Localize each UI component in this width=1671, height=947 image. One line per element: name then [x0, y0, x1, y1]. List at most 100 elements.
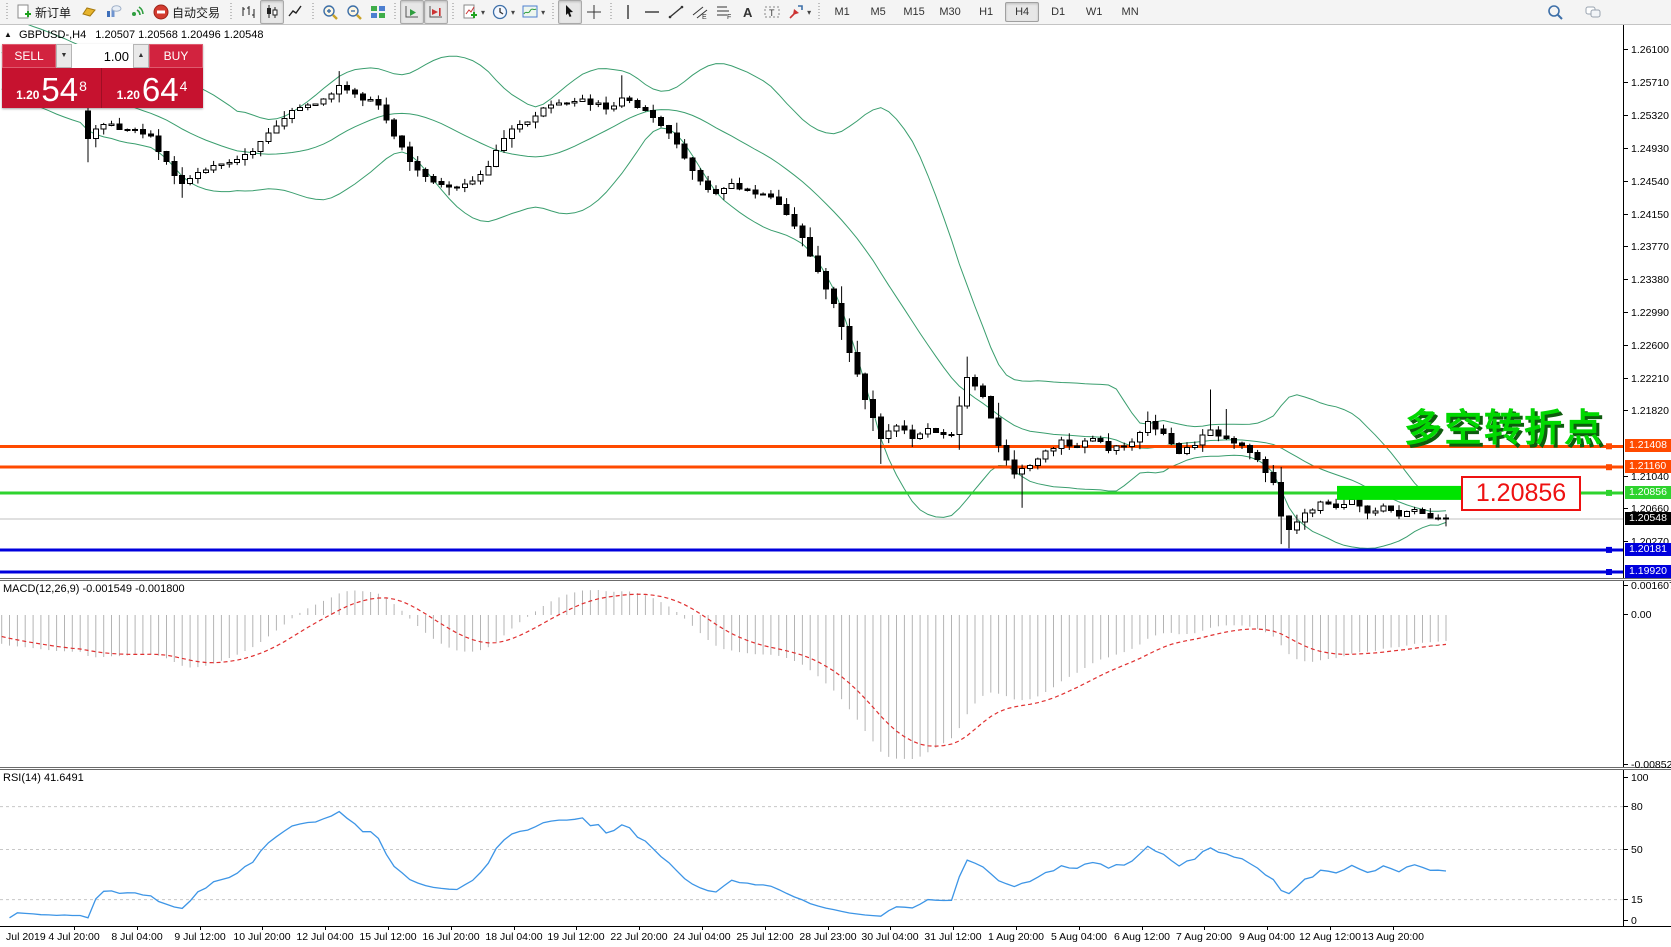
chevron-down-icon[interactable]: ▾	[511, 7, 516, 17]
ohlc-values: 1.20507 1.20568 1.20496 1.20548	[95, 29, 264, 41]
date-tick	[325, 927, 326, 930]
templates-button[interactable]: ▾	[518, 0, 548, 24]
chart-upload-button[interactable]	[101, 0, 125, 24]
date-label: 15 Jul 12:00	[359, 931, 417, 943]
line-chart-icon	[288, 5, 302, 17]
price-axis-label: 1.21820	[1624, 405, 1671, 417]
zoom-in-icon	[323, 5, 338, 20]
panel-splitter[interactable]	[0, 767, 1671, 770]
panel-splitter[interactable]	[0, 578, 1671, 581]
one-click-trading-panel: SELL ▼ ▲ BUY 1.20 54 8 1.20 64 4	[2, 44, 203, 108]
search-icon	[1548, 5, 1563, 20]
date-label: 28 Jul 23:00	[799, 931, 857, 943]
arrows-icon	[789, 5, 803, 19]
horizontal-line-button[interactable]	[640, 0, 664, 24]
toolbar-grip[interactable]	[5, 3, 9, 21]
timeframe-D1-button[interactable]: D1	[1051, 6, 1066, 18]
macd-plot	[0, 581, 1623, 767]
crosshair-button[interactable]	[582, 0, 606, 24]
date-label: 19 Jul 12:00	[547, 931, 605, 943]
auto-scroll-icon	[405, 6, 419, 18]
buy-price-prefix: 1.20	[116, 88, 140, 102]
tile-windows-icon	[371, 6, 386, 18]
text-button[interactable]: A	[736, 0, 760, 24]
date-label: 16 Jul 20:00	[422, 931, 480, 943]
text-label-button[interactable]: T	[760, 0, 784, 24]
trendline-button[interactable]	[664, 0, 688, 24]
cursor-button[interactable]	[558, 0, 583, 24]
hline-handle[interactable]	[1606, 569, 1612, 575]
quotes-button[interactable]	[77, 0, 101, 24]
macd-axis: 0.001607 0.00 -0.008522	[1623, 580, 1671, 771]
text-label-icon: T	[764, 6, 780, 18]
toolbar-grip[interactable]	[817, 3, 822, 21]
toolbar-grip[interactable]	[393, 3, 398, 21]
templates-icon	[522, 5, 538, 18]
hline-handle[interactable]	[1606, 546, 1612, 553]
signals-button[interactable]	[125, 0, 149, 24]
tile-windows-button[interactable]	[366, 0, 390, 24]
date-label: Jul 2019	[6, 931, 46, 943]
hline-handle[interactable]	[1606, 489, 1612, 496]
highlight-rectangle[interactable]	[1337, 485, 1463, 500]
new-order-button[interactable]: 新订单	[12, 0, 77, 24]
toolbar-grip[interactable]	[451, 3, 456, 21]
volume-up-button[interactable]: ▲	[133, 44, 149, 68]
date-label: 12 Jul 04:00	[296, 931, 354, 943]
buy-button[interactable]: BUY	[149, 44, 203, 68]
search-button[interactable]	[1543, 0, 1567, 24]
hline-handle[interactable]	[1606, 464, 1612, 471]
periods-button[interactable]: ▾	[488, 0, 518, 24]
chart-annotation-text[interactable]: 多空转折点	[1404, 408, 1605, 450]
timeframe-M15-button[interactable]: M15	[903, 6, 925, 18]
price-callout-box[interactable]: 1.20856	[1461, 476, 1581, 511]
buy-price[interactable]: 1.20 64 4	[102, 68, 202, 108]
volume-input[interactable]	[72, 44, 133, 68]
channel-button[interactable]: E	[688, 0, 712, 24]
volume-down-button[interactable]: ▼	[56, 44, 72, 68]
current-price-badge: 1.20548	[1625, 512, 1671, 525]
toolbar-grip[interactable]	[311, 3, 316, 21]
toolbar-grip[interactable]	[609, 3, 614, 21]
hline-handle[interactable]	[1606, 443, 1612, 450]
indicators-button[interactable]: ▾	[458, 0, 488, 24]
chart-shift-button[interactable]	[424, 0, 449, 24]
macd-histogram	[1, 590, 1447, 759]
macd-axis-label: 0.00	[1624, 609, 1671, 621]
timeframe-H4-button[interactable]: H4	[1005, 2, 1040, 22]
price-axis-label: 1.24930	[1624, 143, 1671, 155]
fibonacci-button[interactable]: F	[712, 0, 736, 24]
rsi-axis-label: 100	[1624, 772, 1671, 784]
vertical-line-button[interactable]	[616, 0, 640, 24]
date-label: 7 Aug 20:00	[1175, 931, 1233, 943]
sell-price[interactable]: 1.20 54 8	[2, 68, 102, 108]
price-badge: 1.19920	[1625, 565, 1671, 578]
zoom-in-button[interactable]	[318, 0, 342, 24]
timeframe-M1-button[interactable]: M1	[834, 6, 850, 18]
macd-panel: MACD(12,26,9) -0.001549 -0.001800 0.0016…	[0, 580, 1671, 771]
rsi-axis-label: 15	[1624, 894, 1671, 906]
zoom-out-button[interactable]	[342, 0, 366, 24]
chat-button[interactable]	[1581, 0, 1605, 24]
timeframe-H1-button[interactable]: H1	[979, 6, 994, 18]
chevron-down-icon[interactable]: ▾	[481, 7, 486, 17]
bar-chart-button[interactable]	[236, 0, 260, 24]
timeframe-M30-button[interactable]: M30	[939, 6, 961, 18]
timeframe-MN-button[interactable]: MN	[1121, 6, 1139, 18]
chevron-down-icon[interactable]: ▾	[807, 7, 812, 17]
one-click-collapse-icon[interactable]: ▲	[4, 30, 12, 39]
line-chart-button[interactable]	[284, 0, 308, 24]
auto-scroll-button[interactable]	[400, 0, 425, 24]
toolbar-grip[interactable]	[551, 3, 556, 21]
arrows-button[interactable]: ▾	[784, 0, 814, 24]
sell-button[interactable]: SELL	[2, 44, 56, 68]
timeframe-M5-button[interactable]: M5	[870, 6, 886, 18]
candlestick-button[interactable]	[260, 0, 285, 24]
price-badge: 1.21160	[1625, 460, 1671, 473]
chevron-down-icon[interactable]: ▾	[541, 7, 546, 17]
toolbar-grip[interactable]	[229, 3, 234, 21]
channel-icon: E	[692, 6, 708, 21]
auto-trading-button[interactable]: 自动交易	[149, 0, 226, 24]
timeframe-W1-button[interactable]: W1	[1085, 6, 1103, 18]
date-tick	[74, 927, 75, 930]
